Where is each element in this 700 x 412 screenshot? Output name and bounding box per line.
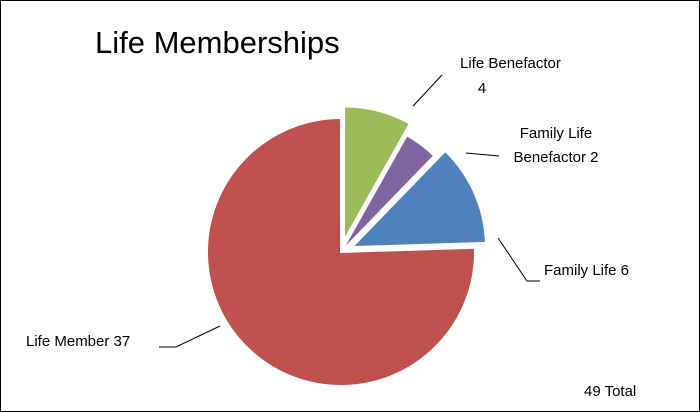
pie-slice-family-life	[349, 149, 487, 249]
leader-line	[412, 74, 443, 107]
chart-title: Life Memberships	[95, 25, 340, 60]
pie-slice-life-benefactor	[343, 105, 412, 245]
slice-label: Benefactor 2	[513, 149, 598, 166]
slice-label: Family Life	[520, 125, 593, 142]
pie-slices	[206, 105, 487, 387]
slice-labels: Life Benefactor 4 Family Life Benefactor 2 F…	[26, 55, 629, 350]
pie-slice-family-life-benefactor	[340, 133, 436, 253]
leader-line	[497, 237, 540, 282]
leader-line	[159, 325, 221, 348]
slice-label: 4	[478, 80, 486, 97]
leader-line	[465, 152, 500, 157]
slice-label: Family Life 6	[544, 262, 629, 279]
pie-slice-life-member	[206, 116, 476, 387]
slice-label: Life Member 37	[26, 333, 130, 350]
total-label: 49 Total	[584, 383, 636, 400]
slice-label: Life Benefactor	[460, 55, 561, 72]
